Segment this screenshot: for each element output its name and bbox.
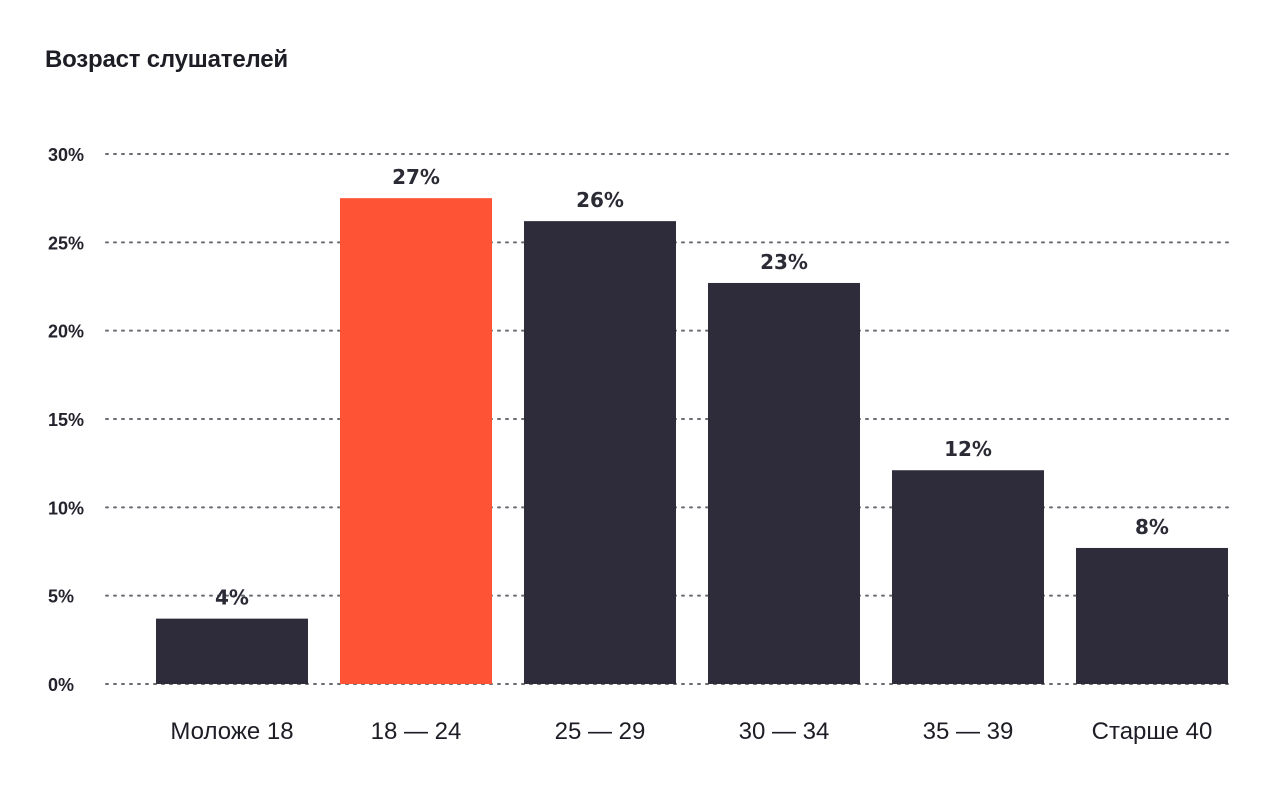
chart-title: Возраст слушателей bbox=[45, 46, 288, 73]
y-tick-label: 25% bbox=[48, 233, 84, 253]
x-category-label: 35 — 39 bbox=[923, 718, 1014, 745]
bar bbox=[156, 618, 308, 684]
bar-value-label: 23% bbox=[760, 250, 808, 274]
bar bbox=[1076, 547, 1228, 684]
bar bbox=[340, 198, 492, 684]
x-category-label: Моложе 18 bbox=[170, 718, 293, 745]
bar-value-label: 4% bbox=[215, 586, 249, 610]
bar bbox=[708, 282, 860, 684]
bar bbox=[892, 470, 1044, 684]
bar-value-label: 26% bbox=[576, 188, 624, 212]
bar-value-label: 27% bbox=[392, 165, 440, 189]
bar-value-label: 8% bbox=[1135, 515, 1169, 539]
y-tick-label: 0% bbox=[48, 675, 74, 695]
y-tick-label: 15% bbox=[48, 410, 84, 430]
x-category-label: 18 — 24 bbox=[371, 718, 462, 745]
y-tick-label: 5% bbox=[48, 587, 74, 607]
x-category-label: Старше 40 bbox=[1092, 718, 1213, 745]
bar bbox=[524, 221, 676, 684]
x-category-label: 30 — 34 bbox=[739, 718, 830, 745]
bar-value-label: 12% bbox=[944, 437, 992, 461]
y-tick-label: 20% bbox=[48, 322, 84, 342]
y-tick-label: 30% bbox=[48, 145, 84, 165]
x-category-label: 25 — 29 bbox=[555, 718, 646, 745]
y-tick-label: 10% bbox=[48, 498, 84, 518]
